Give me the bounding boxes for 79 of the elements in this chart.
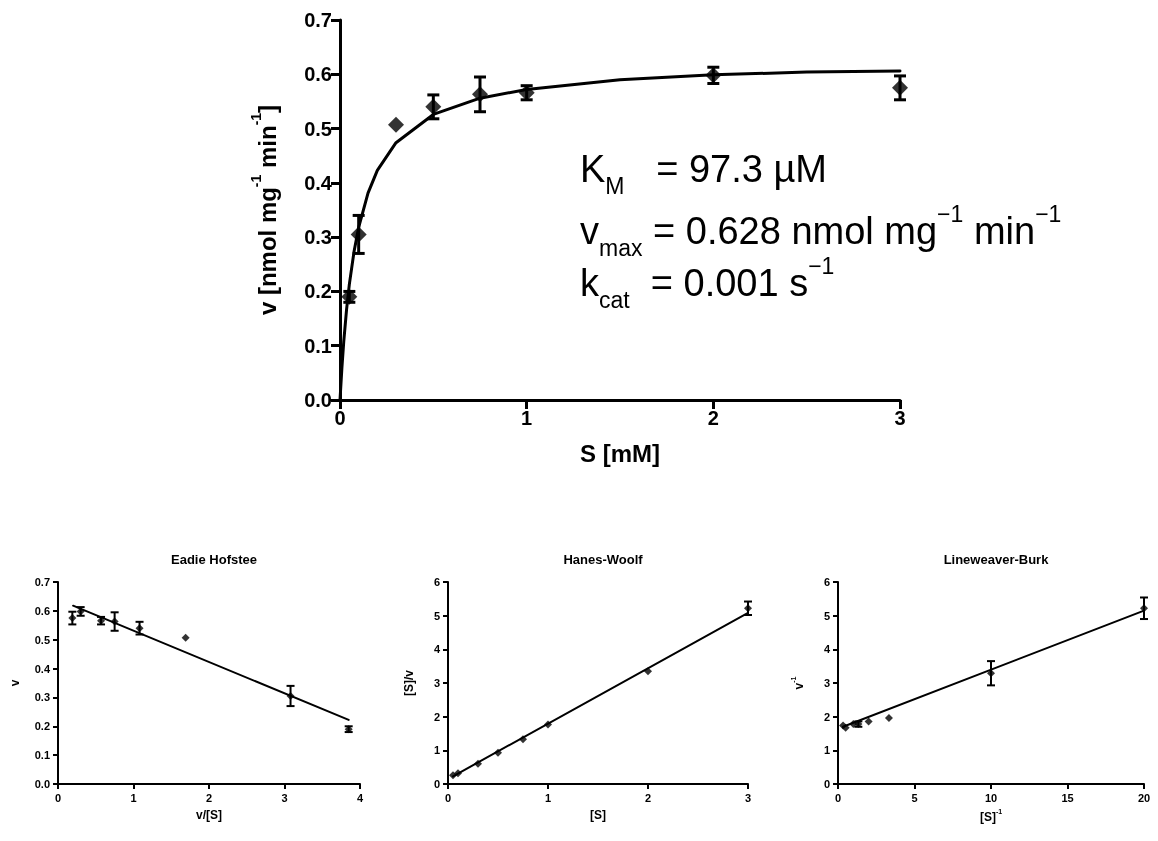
x-tick-label: 15 bbox=[1061, 791, 1074, 804]
y-tick-label: 0.4 bbox=[304, 171, 333, 194]
x-tick-label: 10 bbox=[984, 791, 998, 804]
x-tick-label: 0 bbox=[444, 791, 452, 804]
x-tick-label: 1 bbox=[544, 791, 552, 804]
y-tick-label: 4 bbox=[433, 643, 441, 656]
y-tick-label: 0.2 bbox=[304, 280, 332, 303]
point bbox=[519, 735, 527, 744]
y-tick-label: 0.7 bbox=[304, 9, 332, 31]
point bbox=[744, 604, 752, 613]
y-tick-label: 0.2 bbox=[34, 720, 50, 733]
y-axis-title: [S]/v bbox=[402, 669, 416, 697]
y-tick-label: 0 bbox=[823, 778, 830, 790]
y-tick-label: 0.3 bbox=[304, 226, 332, 249]
y-tick-label: 5 bbox=[433, 609, 440, 622]
point bbox=[110, 617, 119, 626]
point bbox=[449, 771, 457, 780]
point bbox=[286, 691, 295, 700]
y-tick-label: 3 bbox=[433, 677, 440, 689]
y-tick-label: 0 bbox=[433, 778, 440, 790]
x-tick-label: 1 bbox=[521, 407, 533, 429]
x-tick-label: 0 bbox=[834, 791, 842, 804]
x-axis-title: [S] bbox=[590, 808, 606, 822]
x-tick-label: 2 bbox=[707, 407, 719, 429]
point bbox=[350, 226, 367, 243]
x-tick-label: 2 bbox=[644, 791, 652, 804]
x-axis-title: v/[S] bbox=[195, 808, 223, 822]
y-tick-label: 1 bbox=[823, 744, 830, 757]
y-tick-label: 6 bbox=[433, 576, 440, 588]
point bbox=[425, 98, 442, 115]
y-axis-title: v [nmol mg-1 min-1] bbox=[248, 104, 281, 316]
x-axis-title: S [mM] bbox=[580, 439, 660, 467]
point bbox=[388, 116, 404, 133]
y-tick-label: 4 bbox=[823, 643, 831, 656]
point bbox=[864, 717, 873, 726]
x-tick-label: 3 bbox=[744, 791, 752, 804]
x-tick-label: 2 bbox=[205, 791, 213, 804]
y-tick-label: 6 bbox=[823, 576, 830, 588]
point bbox=[494, 748, 502, 757]
chart-title: Hanes-Woolf bbox=[563, 551, 644, 567]
y-tick-label: 2 bbox=[823, 710, 830, 723]
chart-title: Lineweaver-Burk bbox=[943, 551, 1050, 567]
x-tick-label: 0 bbox=[54, 791, 62, 804]
y-tick-label: 0.3 bbox=[34, 691, 50, 704]
y-tick-label: 0.5 bbox=[304, 117, 332, 140]
y-tick-label: 0.1 bbox=[34, 749, 50, 762]
x-tick-label: 1 bbox=[130, 791, 137, 804]
point bbox=[68, 614, 77, 623]
y-tick-label: 0.6 bbox=[304, 63, 332, 86]
point bbox=[472, 86, 488, 103]
y-tick-label: 3 bbox=[823, 677, 830, 689]
y-tick-label: 2 bbox=[433, 710, 440, 723]
x-tick-label: 4 bbox=[356, 791, 364, 804]
chart-title: Eadie Hofstee bbox=[171, 551, 257, 567]
y-tick-label: 0.6 bbox=[34, 604, 50, 617]
y-tick-label: 0.0 bbox=[304, 389, 332, 411]
y-tick-label: 1 bbox=[433, 744, 440, 757]
point bbox=[474, 759, 482, 768]
point bbox=[987, 669, 995, 678]
y-tick-label: 0.7 bbox=[34, 576, 50, 588]
point bbox=[135, 624, 144, 633]
x-tick-label: 3 bbox=[281, 791, 288, 804]
point bbox=[892, 79, 908, 96]
x-tick-label: 0 bbox=[334, 407, 346, 429]
y-tick-label: 0.4 bbox=[34, 662, 51, 675]
x-tick-label: 5 bbox=[911, 791, 918, 804]
point bbox=[884, 714, 893, 723]
y-tick-label: 0.0 bbox=[34, 778, 50, 790]
y-tick-label: 0.5 bbox=[34, 633, 50, 646]
y-tick-label: 0.1 bbox=[304, 334, 332, 357]
x-tick-label: 20 bbox=[1137, 791, 1151, 804]
x-tick-label: 3 bbox=[894, 407, 906, 429]
point bbox=[644, 667, 652, 676]
y-tick-label: 5 bbox=[823, 609, 830, 622]
point bbox=[1140, 604, 1148, 613]
point bbox=[544, 720, 552, 729]
point bbox=[454, 769, 462, 778]
y-axis-title: v bbox=[8, 679, 22, 687]
point bbox=[181, 633, 190, 642]
